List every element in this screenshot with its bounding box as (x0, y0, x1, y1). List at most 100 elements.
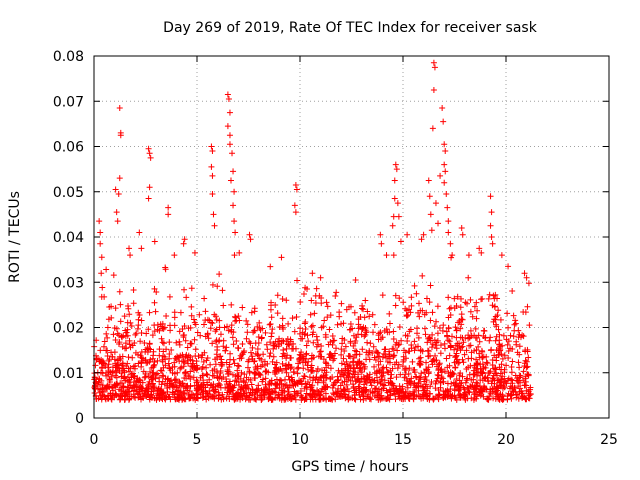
baseline-point (406, 306, 413, 313)
x-tick-label: 0 (90, 432, 99, 448)
y-tick-label: 0.05 (53, 185, 84, 201)
baseline-point (407, 381, 414, 388)
baseline-point (235, 313, 242, 320)
baseline-point (492, 337, 499, 344)
baseline-point (519, 395, 526, 402)
baseline-point (422, 373, 429, 380)
baseline-point (371, 377, 378, 384)
baseline-point (156, 378, 163, 385)
baseline-point (353, 362, 360, 369)
baseline-point (104, 324, 111, 331)
baseline-point (112, 305, 119, 312)
baseline-point (269, 389, 276, 396)
baseline-point (122, 340, 129, 347)
baseline-point (322, 334, 329, 341)
baseline-point (394, 388, 401, 395)
baseline-point (514, 349, 521, 356)
baseline-point (455, 387, 462, 394)
baseline-point (358, 305, 365, 312)
baseline-point (327, 312, 334, 319)
baseline-point (126, 388, 133, 395)
baseline-point (168, 347, 175, 354)
baseline-point (516, 372, 523, 379)
baseline-point (386, 353, 393, 360)
baseline-point (394, 347, 401, 354)
baseline-point (497, 343, 504, 350)
data-point (425, 177, 432, 184)
baseline-point (100, 343, 107, 350)
data-point (230, 168, 237, 175)
baseline-point (285, 384, 292, 391)
baseline-point (124, 391, 131, 398)
x-tick-label: 25 (600, 432, 618, 448)
data-point (447, 240, 454, 247)
baseline-point (490, 318, 497, 325)
baseline-point (323, 299, 330, 306)
baseline-point (252, 375, 259, 382)
baseline-point (259, 395, 266, 402)
baseline-point (262, 375, 269, 382)
baseline-point (298, 396, 305, 403)
baseline-point (218, 356, 225, 363)
baseline-point (299, 359, 306, 366)
baseline-point (459, 373, 466, 380)
baseline-point (521, 360, 528, 367)
baseline-point (267, 306, 274, 313)
baseline-point (318, 295, 325, 302)
baseline-point (479, 348, 486, 355)
baseline-point (116, 367, 123, 374)
baseline-point (522, 396, 529, 403)
baseline-point (297, 335, 304, 342)
baseline-point (439, 327, 446, 334)
baseline-point (103, 330, 110, 337)
baseline-point (338, 320, 345, 327)
baseline-point (428, 344, 435, 351)
baseline-point (449, 252, 456, 259)
baseline-point (490, 372, 497, 379)
baseline-point (337, 382, 344, 389)
baseline-point (262, 381, 269, 388)
y-tick-label: 0 (75, 411, 84, 427)
baseline-point (421, 378, 428, 385)
baseline-point (390, 390, 397, 397)
baseline-point (474, 369, 481, 376)
baseline-point (504, 395, 511, 402)
baseline-point (467, 342, 474, 349)
baseline-point (399, 363, 406, 370)
baseline-point (103, 266, 110, 273)
baseline-point (460, 391, 467, 398)
baseline-point (192, 321, 199, 328)
baseline-point (166, 364, 173, 371)
baseline-point (448, 254, 455, 261)
baseline-point (356, 365, 363, 372)
baseline-point (480, 332, 487, 339)
data-point (487, 193, 494, 200)
baseline-point (512, 320, 519, 327)
data-point (225, 95, 232, 102)
baseline-point (92, 362, 99, 369)
baseline-point (181, 369, 188, 376)
baseline-point (495, 395, 502, 402)
baseline-point (172, 376, 179, 383)
baseline-point (386, 348, 393, 355)
baseline-point (466, 389, 473, 396)
baseline-point (135, 316, 142, 323)
baseline-point (477, 369, 484, 376)
baseline-point (364, 339, 371, 346)
baseline-point (177, 388, 184, 395)
baseline-point (99, 391, 106, 398)
baseline-point (124, 360, 131, 367)
baseline-point (411, 282, 418, 289)
baseline-point (216, 391, 223, 398)
baseline-point (180, 353, 187, 360)
baseline-point (108, 349, 115, 356)
baseline-point (258, 356, 265, 363)
baseline-point (379, 334, 386, 341)
baseline-point (292, 396, 299, 403)
data-point (114, 218, 121, 225)
baseline-point (440, 378, 447, 385)
baseline-point (224, 368, 231, 375)
baseline-point (407, 326, 414, 333)
baseline-point (404, 384, 411, 391)
baseline-point (244, 381, 251, 388)
